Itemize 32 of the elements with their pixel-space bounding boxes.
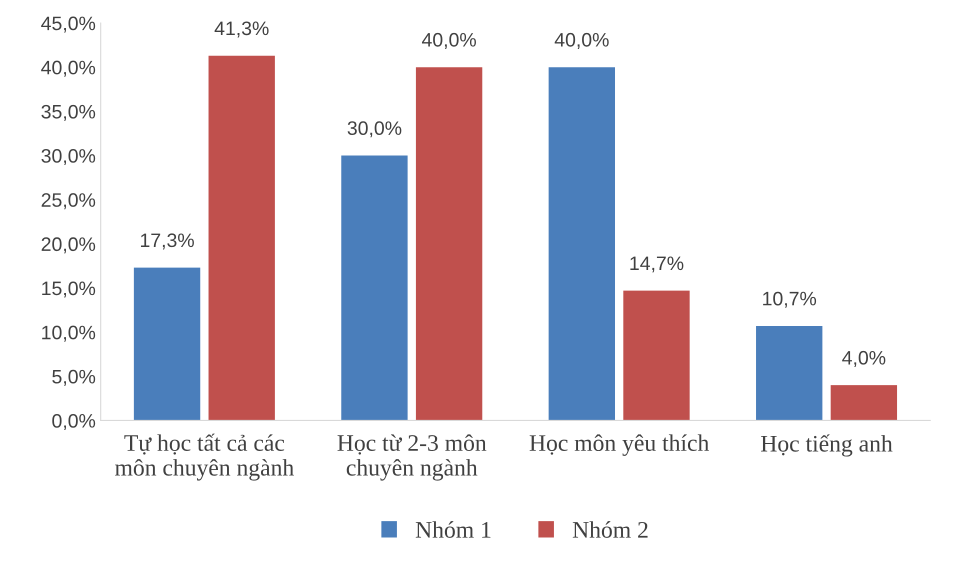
bar: [341, 156, 408, 420]
data-label: 10,7%: [763, 292, 816, 308]
data-label: 17,3%: [140, 233, 194, 250]
y-tick-label: 20,0%: [42, 237, 96, 254]
legend-label: Nhóm 2: [572, 521, 648, 538]
data-label: 40,0%: [554, 32, 609, 49]
bar: [134, 268, 200, 420]
bar: [416, 67, 482, 420]
bar: [208, 56, 275, 420]
data-label: 30,0%: [348, 121, 402, 138]
data-label: 40,0%: [422, 32, 476, 49]
data-label: 14,7%: [630, 256, 684, 272]
y-tick-label: 30,0%: [41, 148, 96, 166]
data-label: 41,3%: [214, 21, 269, 38]
bar: [756, 326, 822, 420]
y-tick-label: 10,0%: [42, 326, 96, 342]
y-tick-label: 35,0%: [41, 104, 96, 121]
legend-label: Nhóm 1: [416, 521, 490, 538]
y-tick-label: 25,0%: [42, 193, 96, 210]
y-tick-label: 40,0%: [41, 60, 96, 77]
y-tick-label: 5,0%: [52, 370, 96, 386]
x-tick-label: Học từ 2-3 môn chuyên ngành: [338, 434, 486, 481]
y-tick-label: 45,0%: [41, 16, 96, 33]
y-tick-label: 0,0%: [52, 414, 96, 430]
bar: [548, 67, 616, 420]
x-tick-label: Học môn yêu thích: [530, 434, 710, 456]
y-tick-label: 15,0%: [42, 281, 96, 298]
data-label: 4,0%: [842, 350, 886, 367]
x-tick-label: Tự học tất cả các môn chuyên ngành: [115, 434, 294, 481]
bar: [830, 385, 898, 420]
bar: [623, 290, 690, 420]
x-tick-label: Học tiếng anh: [760, 434, 892, 457]
